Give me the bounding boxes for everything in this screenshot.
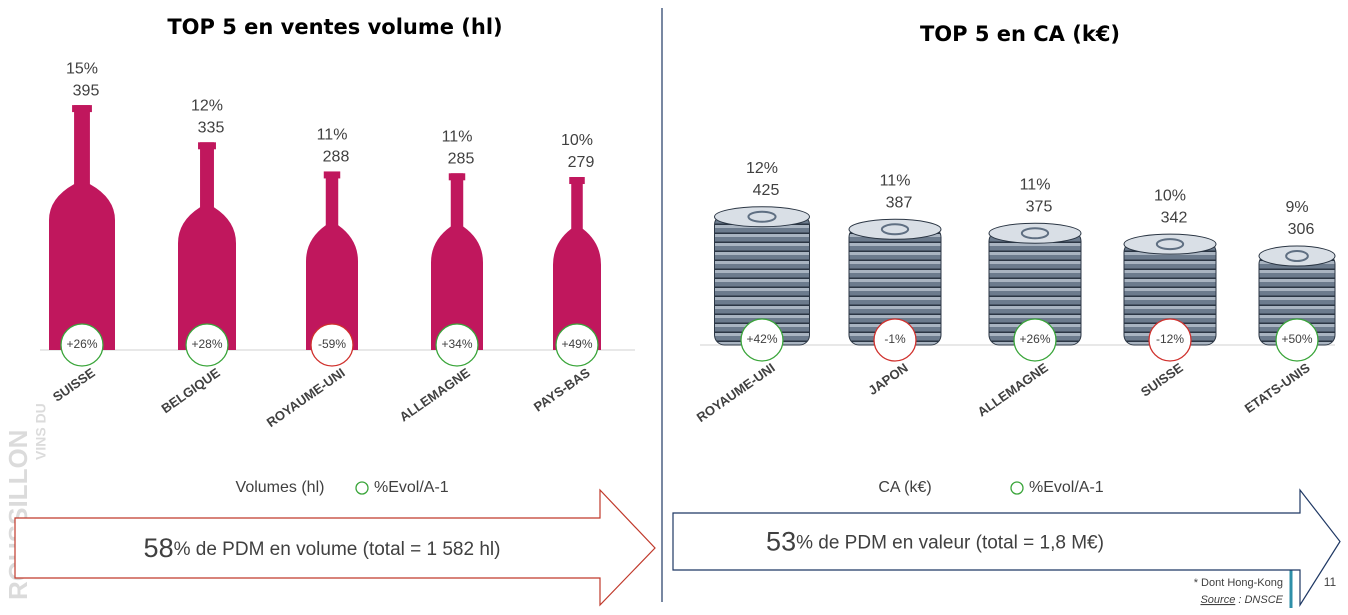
evol-label: -12% xyxy=(1156,332,1184,346)
value-label: 342 xyxy=(1161,209,1188,226)
value-label: 306 xyxy=(1288,221,1315,238)
evol-label: +50% xyxy=(1281,332,1312,346)
share-label: 11% xyxy=(880,173,911,190)
footnote: * Dont Hong-Kong xyxy=(1194,577,1283,589)
share-label: 11% xyxy=(442,129,473,146)
bottle xyxy=(553,177,601,350)
x-tick-label: SUISSE xyxy=(50,365,98,405)
coin-emblem xyxy=(747,210,777,223)
chart-title: TOP 5 en CA (k€) xyxy=(920,22,1120,46)
x-tick-label: PAYS-BAS xyxy=(531,365,593,415)
coin-emblem xyxy=(1285,250,1309,263)
evol-marker xyxy=(1148,318,1192,362)
evol-label: +42% xyxy=(746,332,777,346)
x-tick-label: ETATS-UNIS xyxy=(1242,360,1313,416)
coin-top xyxy=(848,218,942,240)
summary-highlight: 53 xyxy=(766,527,796,557)
evol-marker xyxy=(740,318,784,362)
evol-marker xyxy=(185,323,229,367)
value-label: 425 xyxy=(753,182,780,199)
bottle xyxy=(306,171,358,350)
bottle xyxy=(49,105,115,350)
summary: 53% de PDM en valeur (total = 1,8 M€) xyxy=(766,527,1104,557)
summary-highlight: 58 xyxy=(144,533,174,563)
x-tick-label: JAPON xyxy=(865,360,910,398)
value-label: 395 xyxy=(73,82,100,99)
evol-marker xyxy=(555,323,599,367)
summary: 58% de PDM en volume (total = 1 582 hl) xyxy=(144,533,501,563)
share-label: 12% xyxy=(191,98,223,115)
evol-label: +26% xyxy=(66,337,97,351)
legend-label: CA (k€) xyxy=(878,479,931,496)
legend-marker xyxy=(355,481,369,495)
evol-marker xyxy=(1013,318,1057,362)
summary-text: % de PDM en valeur (total = 1,8 M€) xyxy=(796,533,1104,554)
evol-marker xyxy=(435,323,479,367)
share-label: 11% xyxy=(1020,176,1051,193)
x-tick-label: ROYAUME-UNI xyxy=(694,360,778,425)
x-tick-label: ROYAUME-UNI xyxy=(264,365,348,430)
page-number: 11 xyxy=(1324,575,1337,589)
bottle xyxy=(431,173,483,350)
coin-top xyxy=(988,222,1082,244)
legend-label: Volumes (hl) xyxy=(236,479,325,496)
coin-top xyxy=(714,206,810,228)
share-label: 9% xyxy=(1285,199,1308,216)
x-tick-label: BELGIQUE xyxy=(158,365,222,416)
value-label: 285 xyxy=(448,151,475,168)
summary-arrow xyxy=(14,488,656,607)
evol-label: -1% xyxy=(884,332,906,346)
value-label: 375 xyxy=(1026,198,1053,215)
coin-emblem xyxy=(1020,227,1050,240)
evol-marker xyxy=(873,318,917,362)
source-label: Source xyxy=(1200,594,1235,606)
summary-arrow xyxy=(672,488,1341,608)
evol-label: -59% xyxy=(318,337,346,351)
bottle xyxy=(178,142,236,350)
value-label: 335 xyxy=(198,120,225,137)
source: Source : DNSCE xyxy=(1200,594,1283,606)
evol-label: +28% xyxy=(191,337,222,351)
share-label: 11% xyxy=(317,127,348,144)
watermark-line: VINS DU xyxy=(33,403,49,460)
x-tick-label: ALLEMAGNE xyxy=(397,365,473,425)
value-label: 387 xyxy=(886,195,913,212)
share-label: 10% xyxy=(1154,187,1186,204)
coin-top xyxy=(1123,233,1217,255)
evol-label: +49% xyxy=(561,337,592,351)
value-label: 288 xyxy=(323,149,350,166)
coin-top xyxy=(1258,245,1336,267)
evol-label: +34% xyxy=(441,337,472,351)
coin-emblem xyxy=(1155,238,1185,251)
share-label: 12% xyxy=(746,160,778,177)
legend-label: %Evol/A-1 xyxy=(1029,479,1104,496)
summary-text: % de PDM en volume (total = 1 582 hl) xyxy=(174,539,501,560)
x-tick-label: SUISSE xyxy=(1138,360,1186,400)
share-label: 10% xyxy=(561,132,593,149)
legend-marker xyxy=(1010,481,1024,495)
chart-title: TOP 5 en ventes volume (hl) xyxy=(167,15,502,39)
evol-label: +26% xyxy=(1019,332,1050,346)
coin-emblem xyxy=(880,223,910,236)
share-label: 15% xyxy=(66,60,98,77)
evol-marker xyxy=(310,323,354,367)
x-tick-label: ALLEMAGNE xyxy=(975,360,1051,420)
evol-marker xyxy=(60,323,104,367)
evol-marker xyxy=(1275,318,1319,362)
value-label: 279 xyxy=(568,154,595,171)
source-text: : DNSCE xyxy=(1235,594,1283,606)
legend-label: %Evol/A-1 xyxy=(374,479,449,496)
